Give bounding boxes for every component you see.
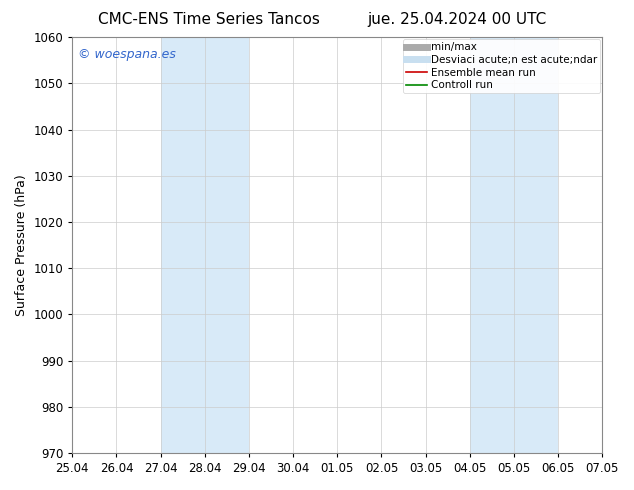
Text: CMC-ENS Time Series Tancos: CMC-ENS Time Series Tancos xyxy=(98,12,320,27)
Y-axis label: Surface Pressure (hPa): Surface Pressure (hPa) xyxy=(15,174,28,316)
Legend: min/max, Desviaci acute;n est acute;ndar, Ensemble mean run, Controll run: min/max, Desviaci acute;n est acute;ndar… xyxy=(403,39,600,93)
Bar xyxy=(160,37,249,453)
Text: jue. 25.04.2024 00 UTC: jue. 25.04.2024 00 UTC xyxy=(367,12,546,27)
Bar xyxy=(470,37,558,453)
Text: © woespana.es: © woespana.es xyxy=(77,48,176,61)
